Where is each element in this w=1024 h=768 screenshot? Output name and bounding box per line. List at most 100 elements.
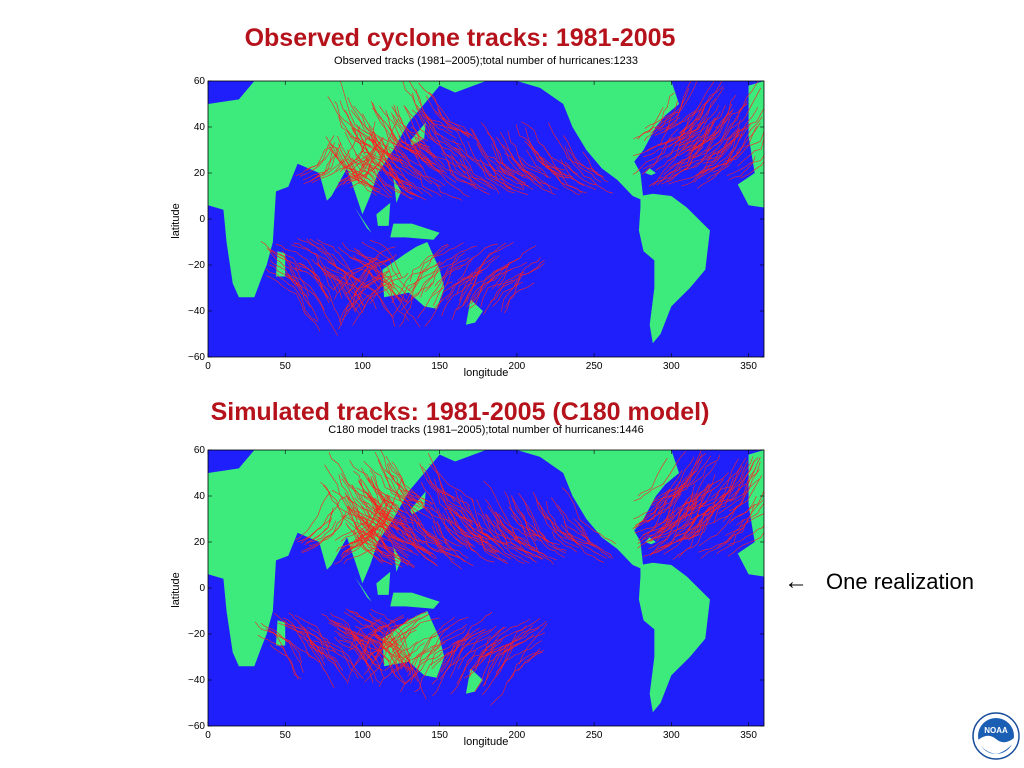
track-line	[332, 275, 365, 306]
track-line	[482, 640, 542, 696]
track-line	[278, 622, 325, 671]
y-tick-label: −20	[188, 260, 205, 271]
track-line	[340, 149, 381, 191]
track-line	[358, 529, 392, 557]
track-line	[369, 139, 409, 181]
track-line	[335, 121, 376, 173]
track-line	[422, 114, 462, 145]
track-line	[349, 274, 396, 327]
track-line	[391, 112, 437, 165]
track-line	[365, 491, 415, 547]
track-line	[273, 612, 313, 659]
track-line	[698, 505, 737, 547]
track-line	[456, 642, 496, 685]
track-line	[254, 621, 288, 658]
track-line	[407, 524, 437, 560]
track-line	[373, 525, 415, 569]
track-line	[633, 502, 660, 529]
track-line	[730, 87, 762, 129]
track-line	[334, 101, 376, 141]
track-line	[393, 144, 419, 177]
track-line	[348, 625, 387, 651]
track-line	[351, 157, 378, 182]
track-line	[309, 512, 351, 547]
track-line	[494, 511, 539, 553]
track-line	[269, 644, 299, 680]
track-line	[330, 612, 361, 645]
track-line	[659, 100, 683, 132]
track-line	[437, 140, 487, 191]
track-line	[391, 613, 430, 653]
track-line	[391, 106, 428, 141]
track-line	[468, 644, 507, 672]
track-line	[301, 510, 347, 553]
track-line	[460, 509, 489, 544]
track-line	[688, 109, 733, 154]
track-line	[385, 455, 435, 512]
track-line	[353, 258, 392, 297]
track-line	[431, 257, 470, 295]
track-line	[700, 534, 733, 559]
track-line	[351, 127, 389, 163]
track-line	[482, 627, 539, 687]
x-tick-label: 0	[205, 730, 211, 741]
y-tick-label: −40	[188, 675, 205, 686]
track-line	[681, 502, 707, 528]
track-line	[578, 524, 614, 559]
track-line	[485, 499, 528, 543]
track-line	[476, 143, 524, 190]
track-line	[391, 461, 433, 506]
track-line	[403, 105, 445, 167]
track-line	[266, 248, 298, 272]
track-line	[356, 487, 400, 530]
track-line	[654, 117, 681, 136]
track-line	[338, 474, 385, 522]
track-line	[694, 103, 748, 159]
track-line	[400, 642, 446, 693]
track-line	[437, 489, 472, 515]
track-line	[634, 483, 686, 534]
track-line	[374, 452, 421, 509]
track-line	[414, 169, 442, 197]
observed-xlabel: longitude	[463, 367, 509, 379]
y-tick-label: 40	[194, 122, 206, 133]
observed-slide-title: Observed cyclone tracks: 1981-2005	[244, 24, 676, 52]
track-line	[303, 150, 333, 184]
track-line	[678, 117, 707, 141]
x-tick-label: 150	[431, 730, 448, 741]
track-line	[296, 264, 330, 304]
track-line	[496, 136, 544, 188]
track-line	[340, 515, 389, 550]
track-line	[535, 496, 589, 545]
track-line	[543, 146, 585, 186]
track-line	[341, 528, 374, 549]
track-line	[406, 533, 436, 559]
track-line	[411, 144, 440, 173]
track-line	[478, 522, 525, 564]
track-line	[313, 640, 359, 679]
track-line	[705, 119, 730, 152]
x-tick-label: 350	[740, 361, 757, 372]
simulated-xlabel: longitude	[463, 736, 509, 748]
track-line	[658, 134, 707, 179]
track-line	[538, 156, 583, 194]
track-line	[391, 475, 422, 502]
landmass-1	[737, 450, 764, 577]
track-line	[346, 525, 383, 564]
track-line	[492, 245, 537, 289]
track-line	[637, 92, 675, 140]
track-line	[564, 145, 614, 194]
track-line	[550, 497, 589, 540]
track-line	[457, 626, 497, 670]
track-line	[344, 109, 392, 155]
track-line	[432, 520, 463, 548]
track-line	[522, 498, 565, 558]
track-line	[424, 252, 465, 293]
track-line	[385, 161, 427, 201]
track-line	[680, 118, 716, 147]
track-line	[501, 144, 535, 182]
track-line	[423, 507, 474, 566]
track-line	[343, 611, 399, 671]
track-line	[637, 457, 668, 497]
